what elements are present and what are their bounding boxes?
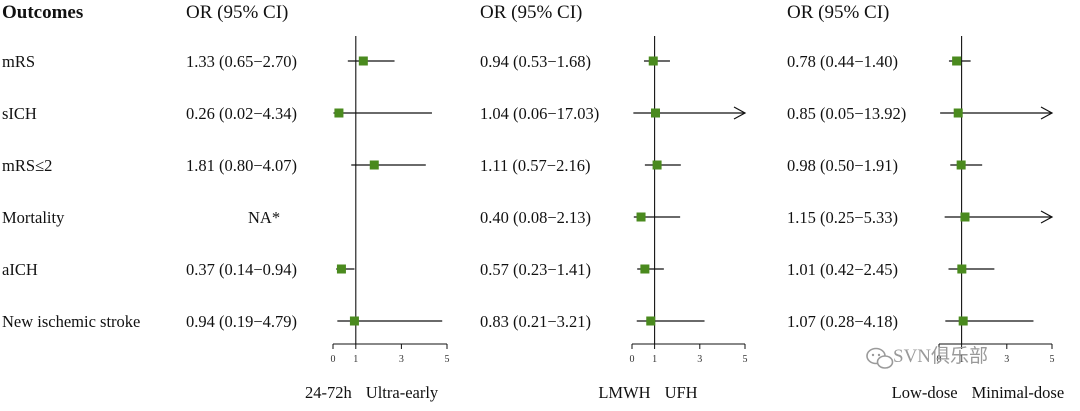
or-ci-text: 1.33 (0.65−2.70) [186,52,297,71]
or-ci-text: 0.78 (0.44−1.40) [787,52,898,71]
point-estimate [956,160,966,170]
x-tick-label: 3 [697,354,702,365]
or-ci-text: 0.98 (0.50−1.91) [787,156,898,175]
forest-panel: OR (95% CI) 0 1 3 5 LMWH UFH 0.94 (0.53−1.68) 1.… [480,2,748,402]
right-group-label: Ultra-early [366,383,439,402]
x-tick-label: 5 [743,354,748,365]
point-estimate [957,264,967,274]
row-label: aICH [2,260,38,279]
point-estimate [349,316,359,326]
or-ci-text: 0.37 (0.14−0.94) [186,260,297,279]
x-tick-label: 1 [652,354,657,365]
point-estimate [953,108,963,118]
x-tick-label: 1 [353,354,358,365]
point-estimate [636,212,646,222]
point-estimate [952,56,962,66]
x-tick-label: 3 [1004,354,1009,365]
column-title: OR (95% CI) [186,2,288,23]
or-ci-text: 1.11 (0.57−2.16) [480,156,590,175]
x-tick-label: 1 [959,354,964,365]
or-ci-text: 0.85 (0.05−13.92) [787,104,906,123]
point-estimate [334,108,344,118]
point-estimate [652,160,662,170]
or-ci-text: 1.15 (0.25−5.33) [787,208,898,227]
watermark: SVN俱乐部 [866,345,988,369]
watermark-text: SVN俱乐部 [893,345,988,367]
x-tick-label: 0 [331,354,336,365]
panels: OR (95% CI) 0 1 3 5 24-72h Ultra-early 1.33 (0.… [186,2,1064,402]
point-estimate [651,108,661,118]
left-group-label: 24-72h [305,383,352,402]
point-estimate [958,316,968,326]
left-group-label: LMWH [598,383,650,402]
row-label: New ischemic stroke [2,312,140,331]
wechat-icon [866,347,894,369]
ci-arrow [733,106,747,120]
point-estimate [640,264,650,274]
row-label: Mortality [2,208,65,227]
point-estimate [358,56,368,66]
left-group-label: Low-dose [892,383,958,402]
forest-panel: OR (95% CI) 0 1 3 5 Low-dose Minimal-dose 0.78 … [787,2,1064,402]
right-group-label: UFH [665,383,698,402]
or-ci-text: 0.40 (0.08−2.13) [480,208,591,227]
or-ci-text: 1.81 (0.80−4.07) [186,156,297,175]
point-estimate [369,160,379,170]
x-tick-label: 3 [399,354,404,365]
or-ci-text: NA* [248,208,280,227]
row-label: mRS [2,52,35,71]
or-ci-text: 1.01 (0.42−2.45) [787,260,898,279]
or-ci-text: 0.83 (0.21−3.21) [480,312,591,331]
column-title: OR (95% CI) [787,2,889,23]
row-labels: mRS sICH mRS≤2 Mortality aICH New ischemic st… [2,52,140,331]
point-estimate [648,56,658,66]
or-ci-text: 0.94 (0.53−1.68) [480,52,591,71]
x-tick-label: 5 [1050,354,1055,365]
forest-panel: OR (95% CI) 0 1 3 5 24-72h Ultra-early 1.33 (0.… [186,2,450,402]
point-estimate [960,212,970,222]
x-tick-label: 5 [445,354,450,365]
ci-arrow [1040,106,1054,120]
x-tick-label: 0 [630,354,635,365]
outcomes-header: Outcomes [2,2,83,23]
right-group-label: Minimal-dose [972,383,1065,402]
x-tick-label: 0 [937,354,942,365]
or-ci-text: 0.26 (0.02−4.34) [186,104,297,123]
ci-arrow [1040,210,1054,224]
or-ci-text: 0.94 (0.19−4.79) [186,312,297,331]
point-estimate [336,264,346,274]
column-title: OR (95% CI) [480,2,582,23]
point-estimate [646,316,656,326]
or-ci-text: 1.07 (0.28−4.18) [787,312,898,331]
row-label: mRS≤2 [2,156,52,175]
or-ci-text: 0.57 (0.23−1.41) [480,260,591,279]
or-ci-text: 1.04 (0.06−17.03) [480,104,599,123]
row-label: sICH [2,104,37,123]
